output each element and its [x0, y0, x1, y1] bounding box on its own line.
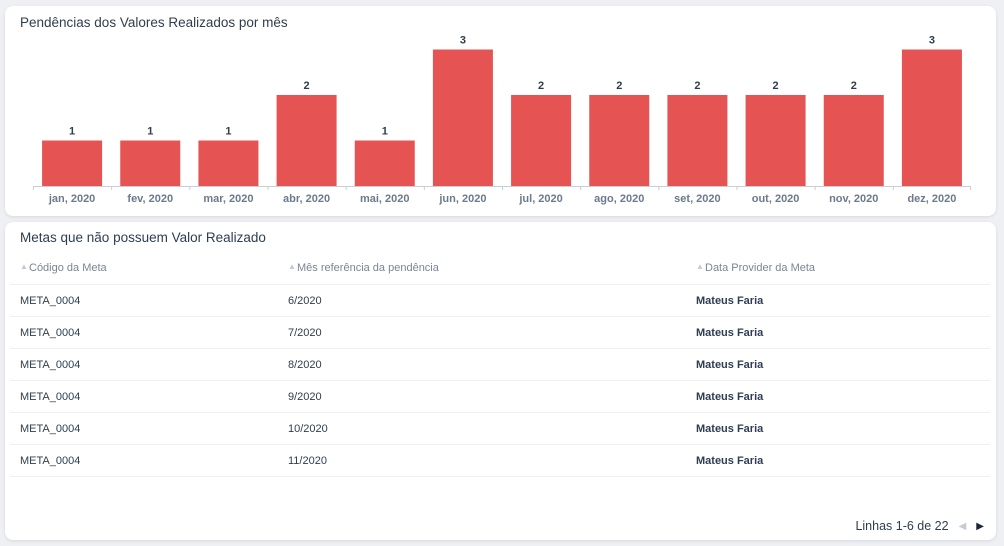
bar-3[interactable]: [276, 95, 337, 186]
pagination: Linhas 1-6 de 22 ◀ ▶: [855, 519, 984, 533]
x-tick-label-7: ago, 2020: [594, 193, 644, 205]
data-label-9: 2: [773, 80, 779, 92]
bar-2[interactable]: [198, 140, 259, 187]
pagination-label: Linhas 1-6 de 22: [855, 519, 949, 533]
x-tick-label-11: dez, 2020: [907, 193, 956, 205]
x-tick-label-6: jul, 2020: [518, 193, 562, 205]
data-label-5: 3: [460, 35, 466, 47]
x-tick-label-10: nov, 2020: [829, 193, 878, 205]
data-label-6: 2: [538, 80, 544, 92]
bar-6[interactable]: [511, 95, 572, 186]
column-header-code[interactable]: ▲Código da Meta: [10, 252, 278, 285]
chart-title: Pendências dos Valores Realizados por mê…: [20, 15, 288, 30]
x-tick-label-4: mai, 2020: [360, 193, 410, 205]
column-header-month[interactable]: ▲Mês referência da pendência: [278, 252, 686, 285]
x-tick-label-0: jan, 2020: [48, 193, 95, 205]
cell-provider: Mateus Faria: [686, 348, 990, 381]
sort-icon[interactable]: ▲: [696, 262, 704, 271]
data-label-3: 2: [304, 80, 310, 92]
table-card: Metas que não possuem Valor Realizado ▲C…: [5, 222, 996, 540]
data-label-8: 2: [694, 80, 700, 92]
bar-7[interactable]: [589, 95, 650, 186]
bar-5[interactable]: [432, 49, 493, 187]
cell-provider: Mateus Faria: [686, 412, 990, 445]
cell-code: META_0004: [10, 284, 278, 317]
bar-1[interactable]: [120, 140, 181, 187]
cell-code: META_0004: [10, 412, 278, 445]
column-header-label: Código da Meta: [29, 262, 107, 274]
data-label-7: 2: [616, 80, 622, 92]
data-label-2: 1: [225, 126, 231, 138]
data-label-11: 3: [929, 35, 935, 47]
sort-icon[interactable]: ▲: [288, 262, 296, 271]
sort-icon[interactable]: ▲: [20, 262, 28, 271]
cell-month: 8/2020: [278, 348, 686, 381]
bar-11[interactable]: [901, 49, 962, 187]
bar-9[interactable]: [745, 95, 806, 186]
column-header-provider[interactable]: ▲Data Provider da Meta: [686, 252, 990, 285]
cell-month: 6/2020: [278, 284, 686, 317]
data-label-0: 1: [69, 126, 75, 138]
table-row[interactable]: META_0004 6/2020 Mateus Faria: [10, 284, 990, 317]
cell-code: META_0004: [10, 316, 278, 349]
chevron-left-icon[interactable]: ◀: [958, 520, 967, 532]
table-row[interactable]: META_0004 11/2020 Mateus Faria: [10, 444, 990, 477]
cell-code: META_0004: [10, 444, 278, 477]
bar-10[interactable]: [823, 95, 884, 186]
x-tick-label-5: jun, 2020: [438, 193, 486, 205]
table-row[interactable]: META_0004 7/2020 Mateus Faria: [10, 316, 990, 349]
pending-goals-table: ▲Código da Meta ▲Mês referência da pendê…: [10, 252, 990, 477]
cell-month: 11/2020: [278, 444, 686, 477]
cell-provider: Mateus Faria: [686, 380, 990, 413]
cell-month: 10/2020: [278, 412, 686, 445]
cell-month: 9/2020: [278, 380, 686, 413]
table-row[interactable]: META_0004 8/2020 Mateus Faria: [10, 348, 990, 381]
column-header-label: Mês referência da pendência: [297, 262, 439, 274]
table-title: Metas que não possuem Valor Realizado: [20, 230, 266, 245]
cell-provider: Mateus Faria: [686, 444, 990, 477]
table-header-row: ▲Código da Meta ▲Mês referência da pendê…: [10, 252, 990, 285]
x-tick-label-9: out, 2020: [752, 193, 800, 205]
bar-4[interactable]: [354, 140, 415, 187]
bar-8[interactable]: [667, 95, 728, 186]
chart-card: Pendências dos Valores Realizados por mê…: [5, 6, 996, 216]
x-tick-label-2: mar, 2020: [203, 193, 253, 205]
table-row[interactable]: META_0004 9/2020 Mateus Faria: [10, 380, 990, 413]
bar-chart: 1 jan, 2020 1 fev, 2020 1 mar, 2020 2 abr, 2020…: [33, 35, 971, 205]
chevron-right-icon[interactable]: ▶: [976, 520, 984, 532]
cell-code: META_0004: [10, 380, 278, 413]
cell-month: 7/2020: [278, 316, 686, 349]
table-row[interactable]: META_0004 10/2020 Mateus Faria: [10, 412, 990, 445]
data-label-4: 1: [382, 126, 388, 138]
data-label-10: 2: [851, 80, 857, 92]
cell-provider: Mateus Faria: [686, 316, 990, 349]
x-tick-label-8: set, 2020: [674, 193, 720, 205]
column-header-label: Data Provider da Meta: [705, 262, 816, 274]
cell-provider: Mateus Faria: [686, 284, 990, 317]
cell-code: META_0004: [10, 348, 278, 381]
x-tick-label-3: abr, 2020: [283, 193, 330, 205]
data-label-1: 1: [147, 126, 153, 138]
bar-0[interactable]: [42, 140, 103, 187]
x-tick-label-1: fev, 2020: [127, 193, 173, 205]
